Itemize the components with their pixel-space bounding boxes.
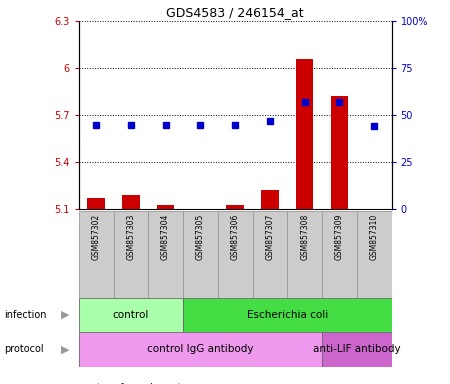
Text: transformed count: transformed count [97, 383, 181, 384]
Text: control IgG antibody: control IgG antibody [147, 344, 254, 354]
FancyBboxPatch shape [252, 211, 287, 298]
FancyBboxPatch shape [322, 332, 392, 367]
Text: ▶: ▶ [61, 344, 69, 354]
Text: GSM857309: GSM857309 [335, 214, 344, 260]
Bar [87, 198, 105, 209]
Text: protocol: protocol [4, 344, 44, 354]
Text: Escherichia coli: Escherichia coli [247, 310, 328, 320]
Bar [296, 59, 313, 209]
FancyBboxPatch shape [287, 211, 322, 298]
FancyBboxPatch shape [183, 211, 218, 298]
Text: GSM857310: GSM857310 [369, 214, 378, 260]
FancyBboxPatch shape [357, 211, 392, 298]
Bar [331, 96, 348, 209]
Bar [261, 190, 279, 209]
Text: GSM857304: GSM857304 [161, 214, 170, 260]
Text: ▶: ▶ [61, 310, 69, 320]
Text: GSM857306: GSM857306 [231, 214, 240, 260]
Bar [122, 195, 140, 209]
FancyBboxPatch shape [322, 211, 357, 298]
Text: GSM857303: GSM857303 [126, 214, 135, 260]
Text: anti-LIF antibody: anti-LIF antibody [313, 344, 400, 354]
FancyBboxPatch shape [79, 211, 113, 298]
Text: GSM857302: GSM857302 [92, 214, 101, 260]
Title: GDS4583 / 246154_at: GDS4583 / 246154_at [166, 5, 304, 18]
FancyBboxPatch shape [79, 332, 322, 367]
Text: ■: ■ [79, 383, 88, 384]
FancyBboxPatch shape [183, 298, 392, 332]
Text: infection: infection [4, 310, 47, 320]
FancyBboxPatch shape [218, 211, 252, 298]
Text: GSM857308: GSM857308 [300, 214, 309, 260]
Text: GSM857305: GSM857305 [196, 214, 205, 260]
FancyBboxPatch shape [79, 298, 183, 332]
Bar [157, 205, 174, 209]
FancyBboxPatch shape [148, 211, 183, 298]
FancyBboxPatch shape [113, 211, 148, 298]
Bar [226, 205, 244, 209]
Text: control: control [112, 310, 149, 320]
Text: GSM857307: GSM857307 [266, 214, 274, 260]
